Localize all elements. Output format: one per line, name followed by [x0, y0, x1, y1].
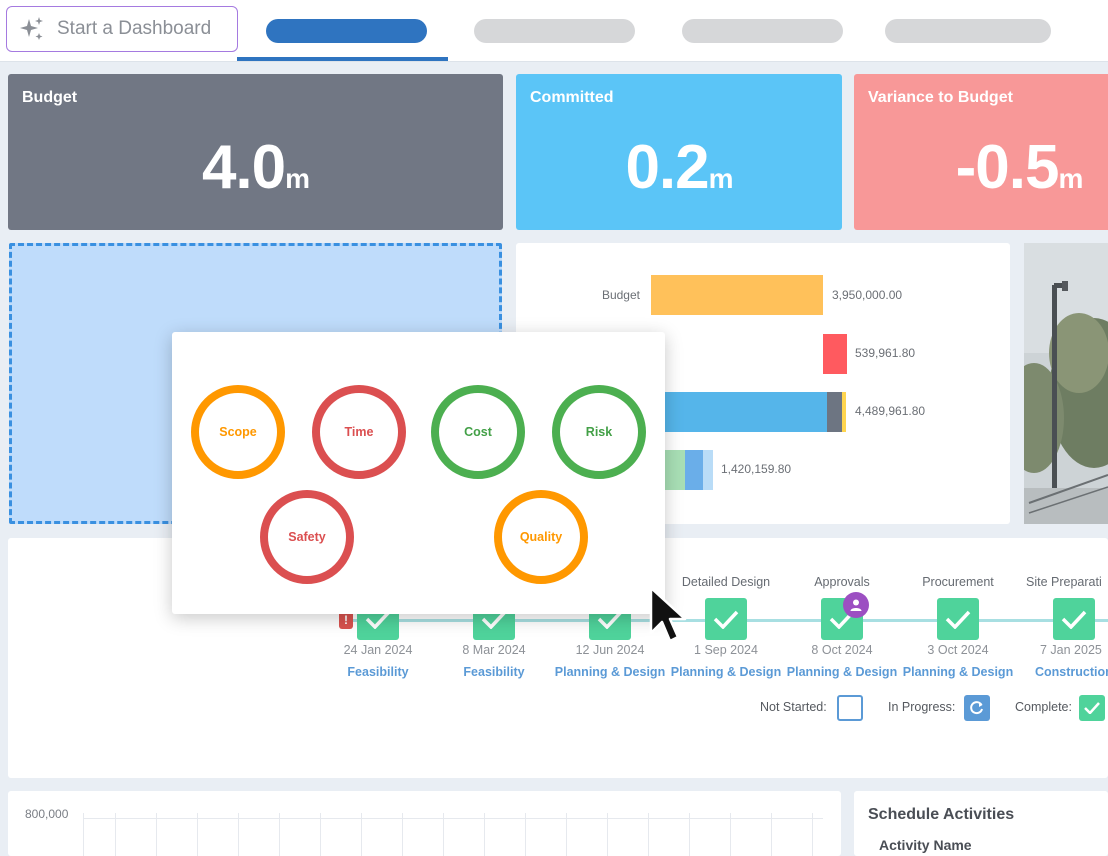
schedule-column-header: Activity Name	[879, 837, 972, 853]
grid-line	[689, 813, 690, 856]
tab-3[interactable]	[682, 19, 843, 43]
grid-line	[771, 813, 772, 856]
grid-line	[648, 813, 649, 856]
budget-card[interactable]: Budget 4.0m	[8, 74, 503, 230]
grid-line	[607, 813, 608, 856]
grid-line	[279, 813, 280, 856]
variance-card-title: Variance to Budget	[868, 89, 1013, 106]
bar-forecast-yellow	[842, 392, 846, 432]
milestone-title-7: Site Preparati	[1026, 575, 1102, 589]
cost-chart-panel	[8, 791, 841, 856]
milestone-date-1: 24 Jan 2024	[343, 643, 413, 657]
grid-line	[361, 813, 362, 856]
grid-line	[402, 813, 403, 856]
milestone-check-7[interactable]	[1053, 598, 1095, 640]
milestone-phase-1[interactable]: Feasibility	[347, 665, 409, 679]
grid-line	[812, 813, 813, 856]
grid-line	[197, 813, 198, 856]
refresh-icon	[964, 695, 990, 721]
committed-card-value: 0.2m	[625, 133, 733, 202]
bar-forecast-grey	[827, 392, 842, 432]
milestone-phase-7[interactable]: Construction	[1035, 665, 1108, 679]
bar-committed	[823, 334, 847, 374]
milestone-check-4[interactable]	[705, 598, 747, 640]
legend-complete-label: Complete:	[1015, 700, 1072, 714]
milestone-title-4: Detailed Design	[681, 575, 771, 589]
top-bar: Start a Dashboard	[0, 0, 1108, 62]
bar-label-budget: Budget	[601, 288, 640, 302]
grid-line	[115, 813, 116, 856]
risk-status-ring[interactable]: Risk	[552, 385, 646, 479]
milestone-date-4: 1 Sep 2024	[694, 643, 758, 657]
safety-status-ring[interactable]: Safety	[260, 490, 354, 584]
user-avatar-icon[interactable]	[843, 592, 869, 618]
y-axis-tick-800000: 800,000	[25, 807, 69, 821]
grid-line	[566, 813, 567, 856]
milestone-phase-2[interactable]: Feasibility	[463, 665, 525, 679]
milestone-phase-5[interactable]: Planning & Design	[786, 665, 898, 679]
milestone-date-6: 3 Oct 2024	[927, 643, 989, 657]
grid-line	[156, 813, 157, 856]
mouse-cursor-icon	[649, 586, 687, 643]
milestone-phase-3[interactable]: Planning & Design	[554, 665, 666, 679]
bar-value-committed: 539,961.80	[855, 346, 916, 360]
bar-actual-blue	[685, 450, 703, 490]
active-tab-indicator	[237, 57, 448, 61]
milestone-title-6: Procurement	[922, 575, 994, 589]
sparkle-icon	[20, 17, 43, 40]
variance-card-value: -0.5m	[955, 133, 1084, 202]
scope-status-ring[interactable]: Scope	[191, 385, 285, 479]
bar-value-actual: 1,420,159.80	[721, 462, 792, 476]
committed-card-title: Committed	[530, 89, 614, 106]
start-dashboard-button[interactable]: Start a Dashboard	[6, 6, 238, 52]
grid-line	[320, 813, 321, 856]
milestone-date-2: 8 Mar 2024	[462, 643, 526, 657]
milestone-title-5: Approvals	[814, 575, 870, 589]
alert-icon[interactable]: !	[339, 611, 353, 629]
time-status-ring[interactable]: Time	[312, 385, 406, 479]
schedule-title: Schedule Activities	[868, 806, 1015, 823]
tab-1[interactable]	[266, 19, 427, 43]
budget-card-value: 4.0m	[201, 133, 310, 202]
budget-card-title: Budget	[22, 89, 78, 106]
bar-value-forecast: 4,489,961.80	[855, 404, 926, 418]
tab-2[interactable]	[474, 19, 635, 43]
committed-card[interactable]: Committed 0.2m	[516, 74, 842, 230]
grid-line	[238, 813, 239, 856]
bar-budget	[651, 275, 823, 315]
bar-value-budget: 3,950,000.00	[832, 288, 903, 302]
schedule-panel	[854, 791, 1108, 856]
variance-card[interactable]: Variance to Budget -0.5m	[854, 74, 1108, 230]
bar-actual-lightblue	[703, 450, 713, 490]
cost-status-ring[interactable]: Cost	[431, 385, 525, 479]
milestone-check-6[interactable]	[937, 598, 979, 640]
not-started-icon	[837, 695, 863, 721]
grid-line	[484, 813, 485, 856]
legend-in-progress-label: In Progress:	[888, 700, 956, 714]
legend-not-started-label: Not Started:	[760, 700, 827, 714]
tab-4[interactable]	[885, 19, 1051, 43]
grid-line	[443, 813, 444, 856]
complete-check-icon	[1079, 695, 1105, 721]
site-photo	[1024, 243, 1108, 524]
milestone-phase-4[interactable]: Planning & Design	[670, 665, 782, 679]
milestone-phase-6[interactable]: Planning & Design	[902, 665, 1014, 679]
status-picker-popup[interactable]: Scope Time Cost Risk Safety Quality	[172, 332, 665, 614]
grid-line	[525, 813, 526, 856]
milestone-date-3: 12 Jun 2024	[575, 643, 645, 657]
grid-line	[83, 813, 84, 856]
grid-line-horizontal	[83, 818, 823, 819]
start-dashboard-label: Start a Dashboard	[57, 18, 212, 39]
bar-forecast	[651, 392, 827, 432]
quality-status-ring[interactable]: Quality	[494, 490, 588, 584]
milestone-date-5: 8 Oct 2024	[811, 643, 873, 657]
milestone-date-7: 7 Jan 2025	[1040, 643, 1102, 657]
grid-line	[730, 813, 731, 856]
